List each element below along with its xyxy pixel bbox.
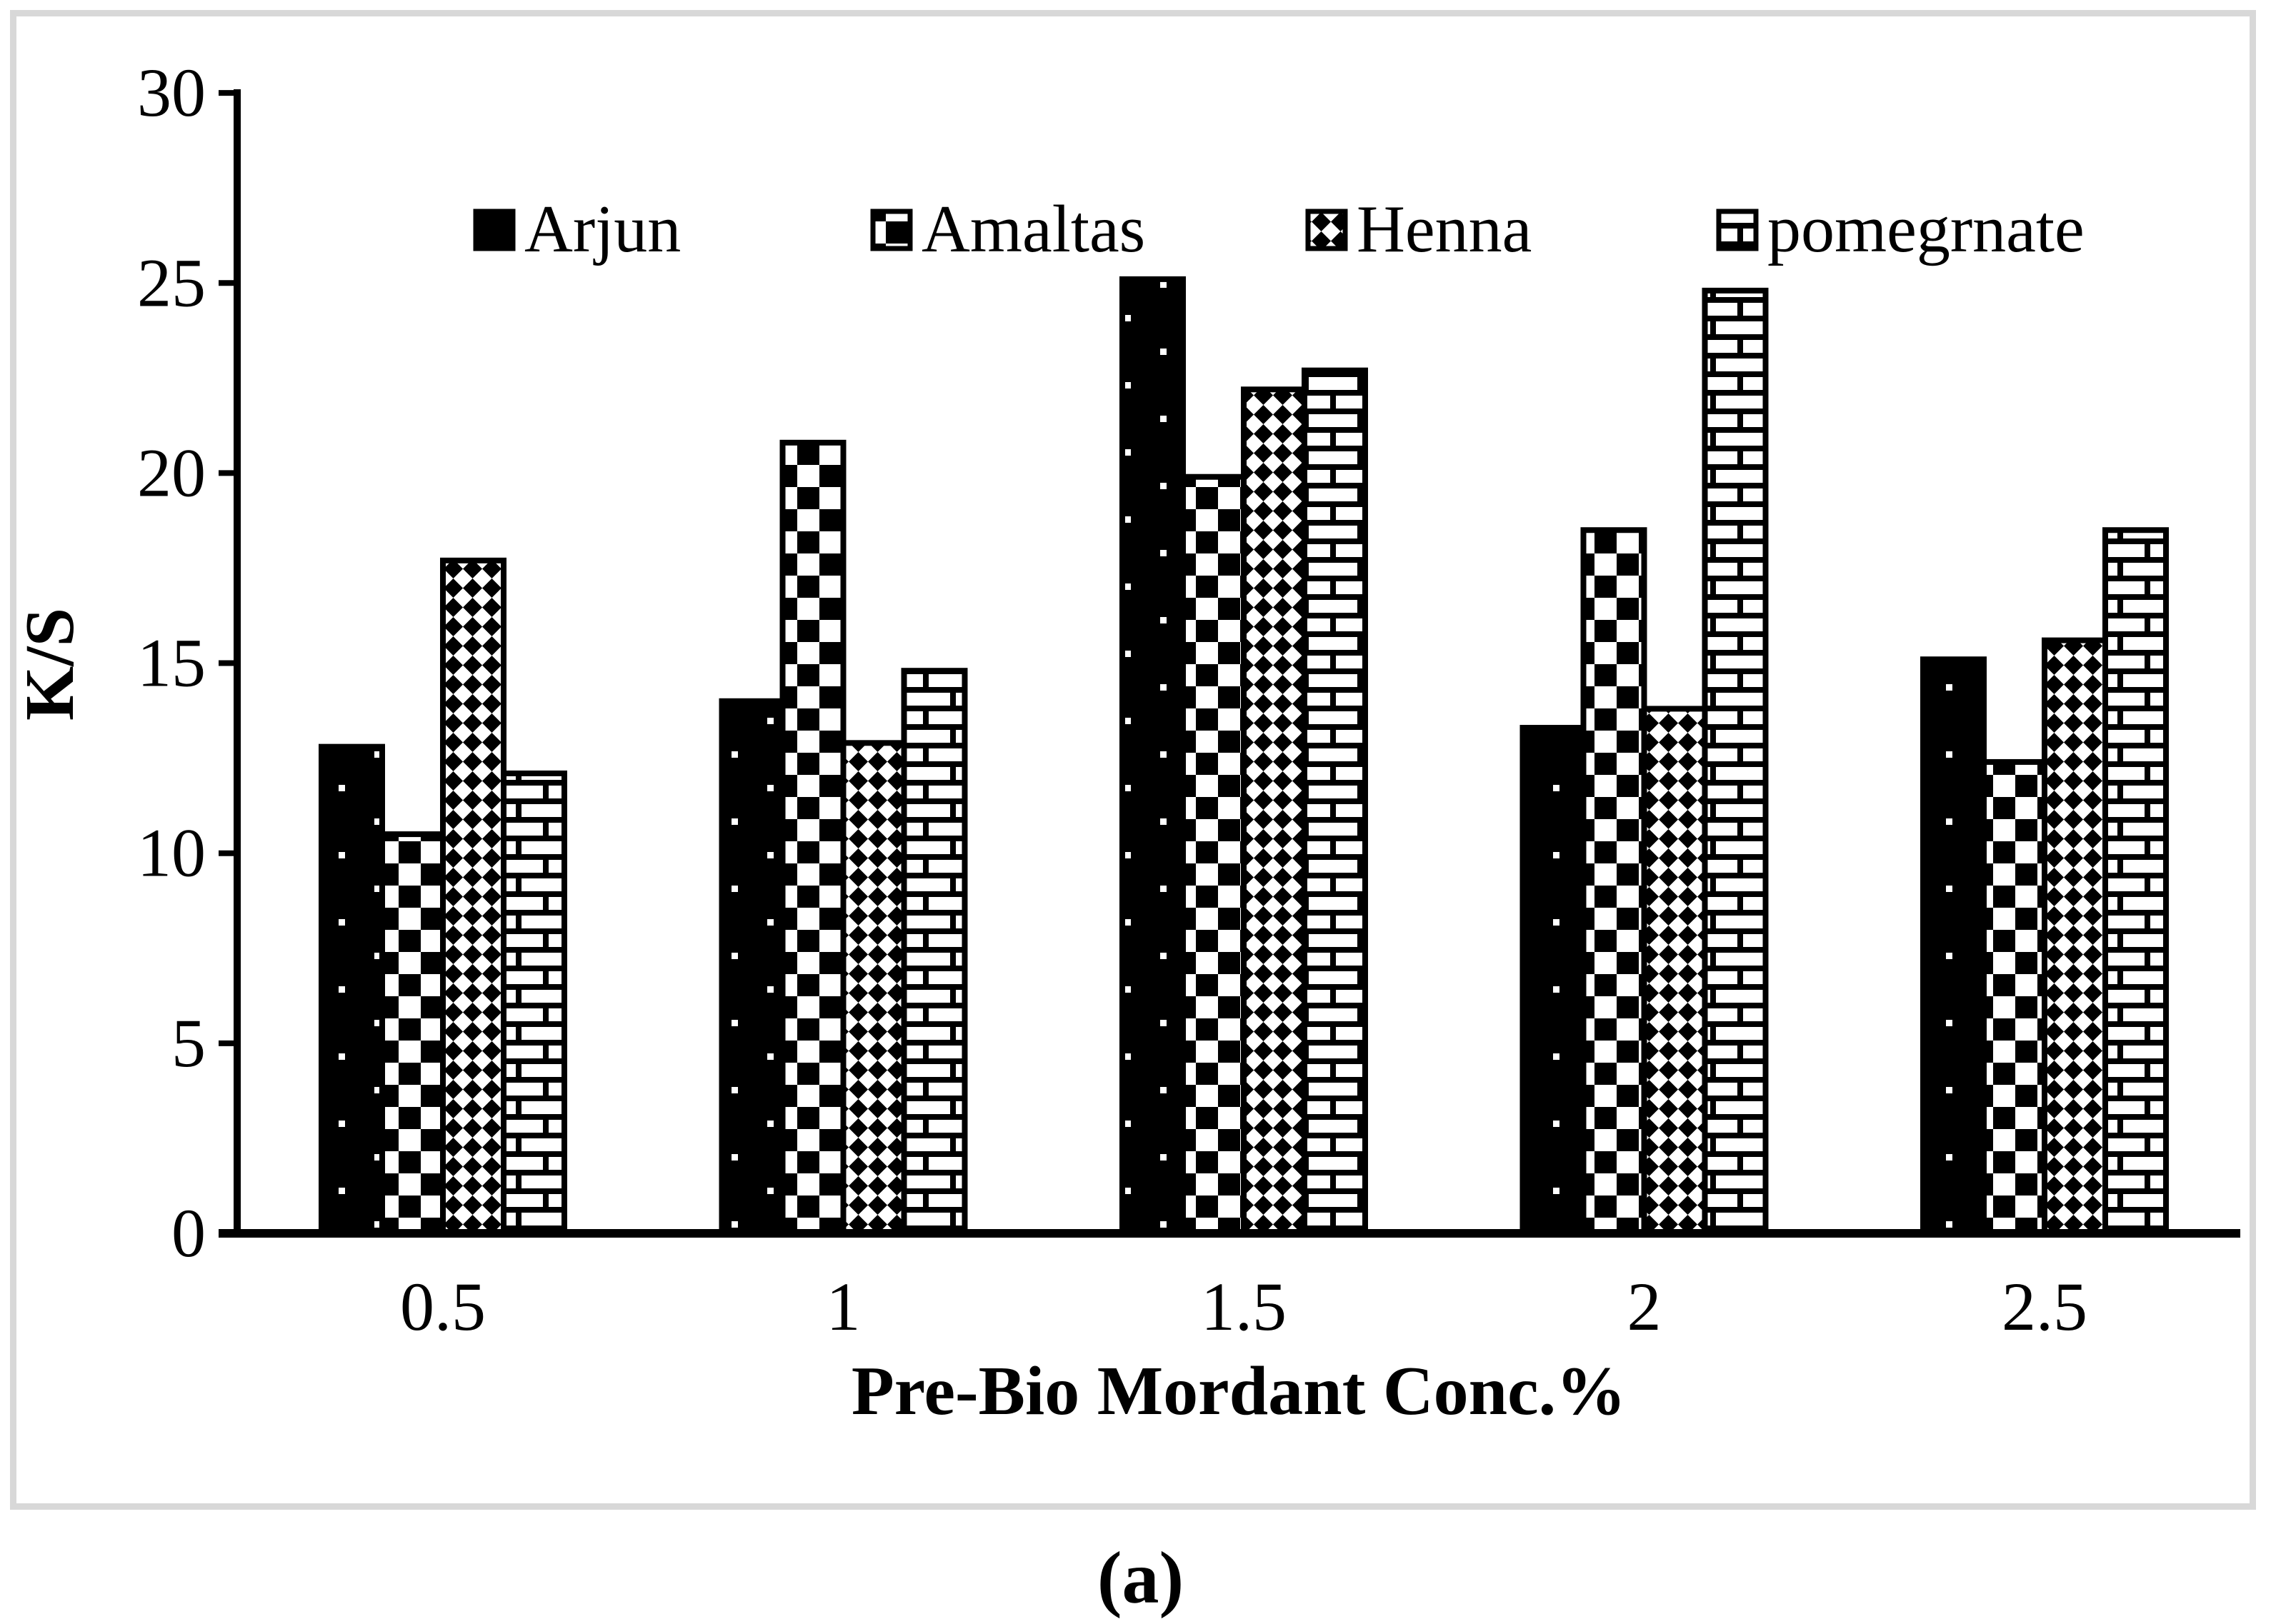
- legend-label: Amaltas: [922, 192, 1145, 266]
- x-tick-label: 0.5: [400, 1268, 486, 1345]
- bar-pomegrnate-0.5: [501, 770, 567, 1236]
- legend-label: Arjun: [524, 192, 681, 266]
- legend: Arjun Amaltas Henna pomegrnate: [473, 192, 2085, 266]
- legend-swatch-diagonal-checker-icon: [1305, 209, 1348, 251]
- bar-arjun-1.5: [1119, 276, 1186, 1236]
- bar-pomegrnate-1.5: [1302, 367, 1368, 1237]
- legend-item-arjun: Arjun: [473, 192, 681, 266]
- y-tick-label: 10: [137, 815, 206, 891]
- x-tick-label: 2.5: [2002, 1268, 2087, 1345]
- figure-caption: (a): [1097, 1537, 1184, 1619]
- x-tick-label: 2: [1627, 1268, 1662, 1345]
- bar-amaltas-2: [1580, 527, 1647, 1236]
- y-tick-label: 15: [137, 625, 206, 701]
- legend-item-pomegrnate: pomegrnate: [1716, 192, 2085, 266]
- bar-arjun-2.5: [1920, 656, 1987, 1236]
- bar-pomegrnate-1: [901, 668, 968, 1236]
- bar-henna-2.5: [2042, 637, 2108, 1236]
- axes-layer: 0 5 10 15 20 25 30 0.5 1 1.5 2 2.5 Pre-Bio Mordant C…: [11, 54, 2240, 1430]
- bar-henna-0.5: [440, 557, 506, 1236]
- legend-swatch-brick-icon: [1716, 209, 1759, 251]
- y-tick-label: 0: [171, 1195, 206, 1271]
- bar-amaltas-2.5: [1981, 758, 2047, 1236]
- legend-item-henna: Henna: [1305, 192, 1532, 266]
- x-axis-title: Pre-Bio Mordant Conc.%: [852, 1353, 1626, 1430]
- legend-label: Henna: [1357, 192, 1532, 266]
- y-axis-title: K/S: [11, 608, 89, 721]
- x-tick-label: 1.5: [1201, 1268, 1287, 1345]
- bar-henna-1: [840, 740, 907, 1236]
- bar-arjun-0.5: [319, 743, 385, 1236]
- bar-pomegrnate-2: [1702, 287, 1769, 1236]
- bars-layer: [319, 276, 2169, 1237]
- bar-arjun-2: [1519, 725, 1587, 1236]
- legend-label: pomegrnate: [1767, 192, 2085, 266]
- legend-swatch-checkerboard-icon: [870, 209, 913, 251]
- y-tick-label: 25: [137, 244, 206, 321]
- x-tick-label: 1: [827, 1268, 861, 1345]
- bar-henna-1.5: [1241, 386, 1307, 1237]
- bar-amaltas-0.5: [379, 831, 446, 1236]
- legend-item-amaltas: Amaltas: [870, 192, 1145, 266]
- bar-henna-2: [1641, 706, 1708, 1236]
- y-tick-label: 20: [137, 434, 206, 511]
- bar-amaltas-1: [779, 439, 847, 1236]
- bar-arjun-1: [719, 698, 786, 1236]
- bar-pomegrnate-2.5: [2102, 527, 2169, 1236]
- legend-swatch-dotted-black-icon: [473, 209, 516, 251]
- bar-amaltas-1.5: [1180, 473, 1247, 1236]
- y-tick-label: 5: [171, 1005, 206, 1081]
- y-tick-label: 30: [137, 54, 206, 131]
